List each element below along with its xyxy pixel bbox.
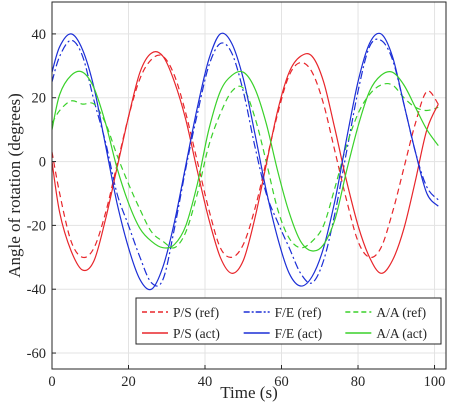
x-tick-label: 80 <box>351 374 366 390</box>
series-group <box>51 32 439 291</box>
legend-label: P/S (ref) <box>173 305 219 320</box>
x-tick-label: 40 <box>198 374 213 390</box>
x-tick-label: 0 <box>48 374 55 390</box>
series-line-1 <box>51 38 439 287</box>
legend-label: F/E (ref) <box>275 305 322 320</box>
legend-label: A/A (ref) <box>376 305 426 320</box>
y-tick-label: -60 <box>27 346 46 362</box>
y-tick-label: -20 <box>27 218 46 234</box>
legend-label: F/E (act) <box>275 326 323 341</box>
legend-label: P/S (act) <box>173 326 220 341</box>
series-line-4 <box>51 32 439 291</box>
y-tick-label: 0 <box>39 155 46 171</box>
legend-box <box>135 297 442 345</box>
x-tick-label: 20 <box>121 374 136 390</box>
series-line-0 <box>51 54 439 259</box>
axes: 0 20 40 60 80 100 -60 -40 -20 0 20 40 <box>27 1 447 390</box>
series-line-5 <box>51 70 439 252</box>
legend-label: A/A (act) <box>376 326 427 341</box>
y-tick-label: 40 <box>32 27 47 43</box>
y-tick-label: -40 <box>27 282 46 298</box>
series-line-2 <box>51 82 439 249</box>
axes-frame <box>51 1 447 370</box>
y-tick-label: 20 <box>32 91 47 107</box>
legend: P/S (ref) F/E (ref) A/A (ref) P/S (act) F/E … <box>135 297 442 345</box>
y-axis-label: Angle of rotation (degrees) <box>5 93 24 278</box>
x-tick-label: 60 <box>274 374 289 390</box>
x-tick-label: 100 <box>424 374 446 390</box>
x-axis-label: Time (s) <box>220 383 277 402</box>
series-line-3 <box>51 51 439 274</box>
